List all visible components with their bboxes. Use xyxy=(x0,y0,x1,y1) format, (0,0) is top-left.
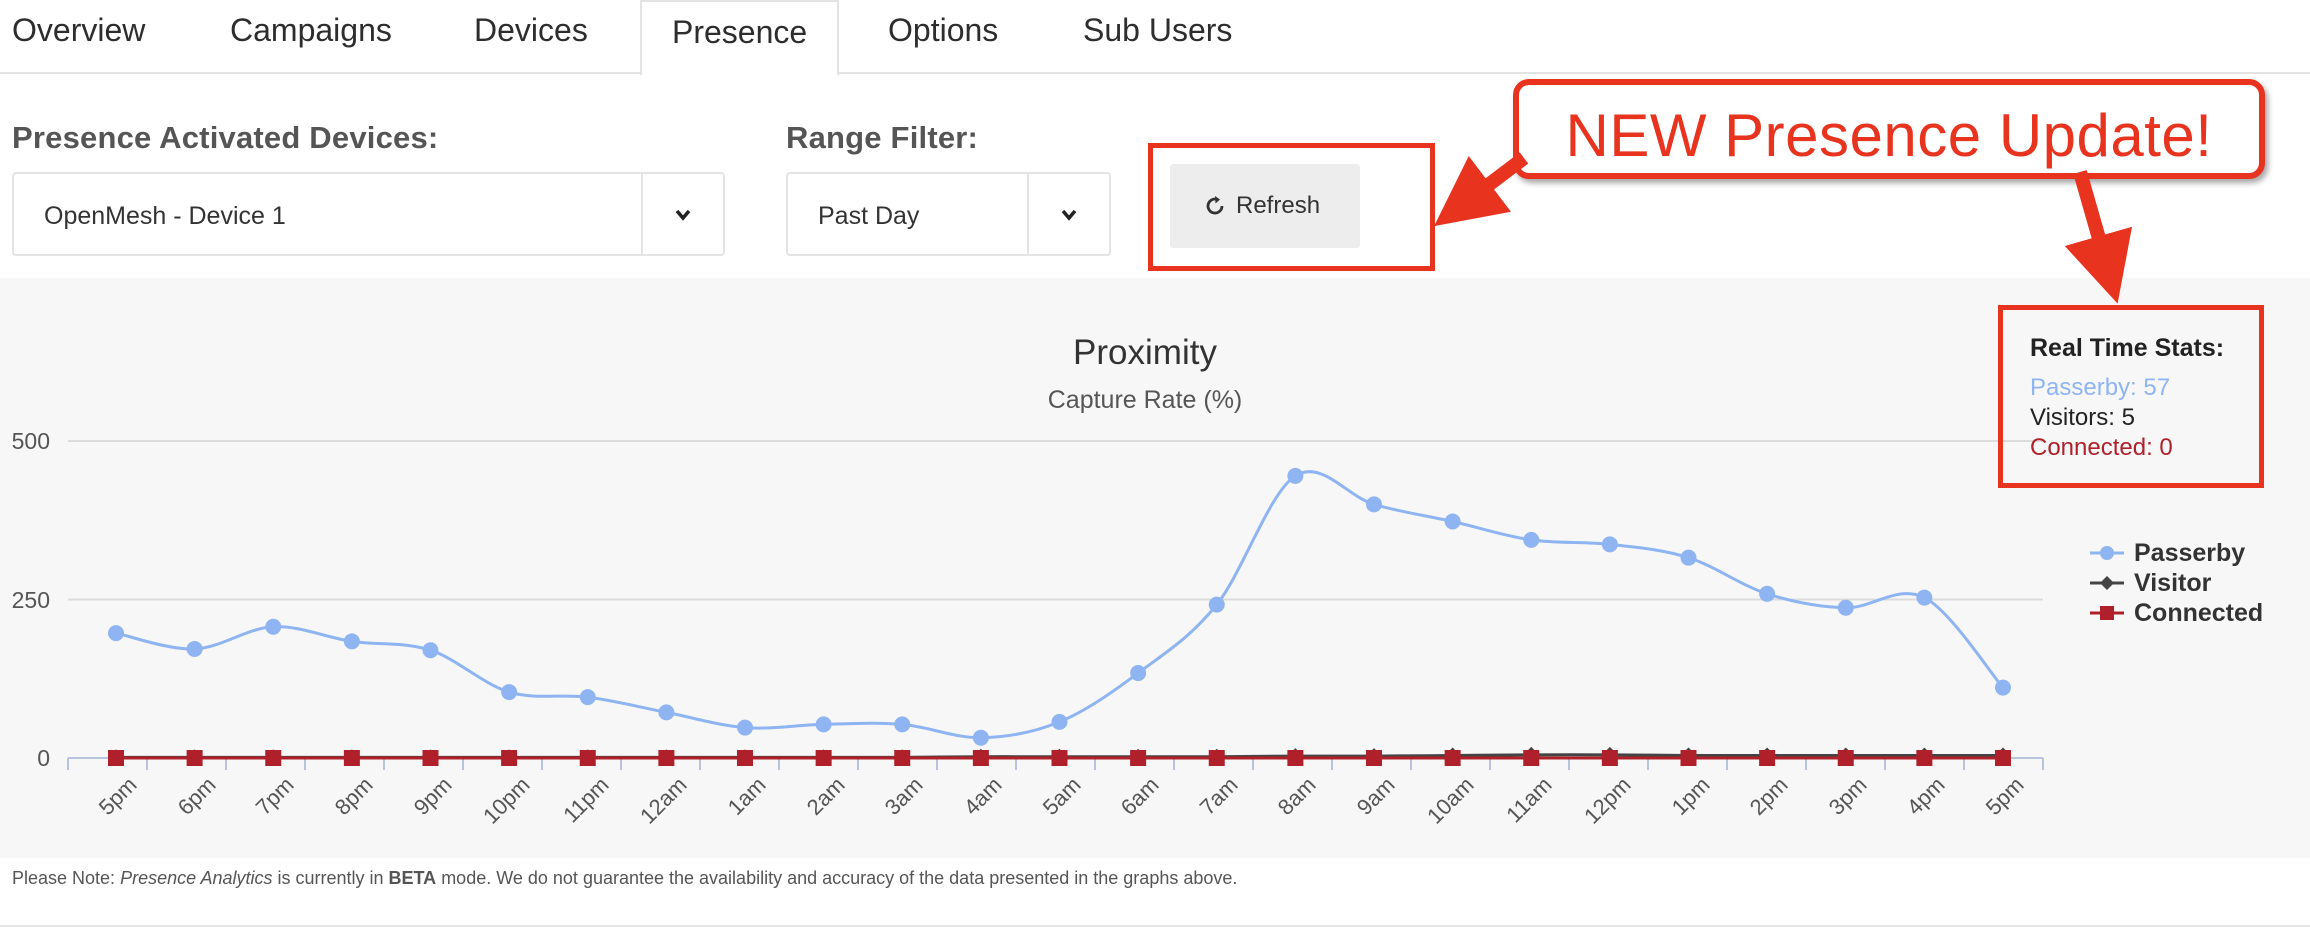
tab-bar: Overview Campaigns Devices Presence Opti… xyxy=(0,0,2310,76)
note-beta: BETA xyxy=(388,868,437,888)
annotation-highlight-refresh xyxy=(1148,143,1435,271)
y-tick-label: 0 xyxy=(37,745,50,771)
chart-legend: Passerby Visitor Connected xyxy=(2090,538,2263,628)
legend-label: Visitor xyxy=(2134,569,2212,597)
device-select[interactable]: OpenMesh - Device 1 xyxy=(12,172,725,256)
stats-title: Real Time Stats: xyxy=(2030,334,2225,362)
tab-overview[interactable]: Overview xyxy=(12,12,146,48)
stats-connected: Connected: 0 xyxy=(2030,434,2173,461)
range-select-toggle[interactable] xyxy=(1027,174,1109,254)
devices-label: Presence Activated Devices: xyxy=(12,120,439,155)
range-select[interactable]: Past Day xyxy=(786,172,1111,256)
arrow-to-stats xyxy=(2064,170,2133,304)
diamond-marker-icon xyxy=(2090,576,2124,590)
range-label: Range Filter: xyxy=(786,120,979,155)
tab-options[interactable]: Options xyxy=(888,12,999,48)
range-select-value: Past Day xyxy=(818,202,920,230)
note-prefix: Please Note: xyxy=(12,868,121,888)
chart-title: Proximity xyxy=(1073,333,1217,372)
legend-item-passerby[interactable]: Passerby xyxy=(2090,538,2263,568)
square-marker-icon xyxy=(2090,606,2124,620)
tab-presence[interactable]: Presence xyxy=(640,0,840,76)
tab-devices[interactable]: Devices xyxy=(474,12,588,48)
legend-label: Passerby xyxy=(2134,539,2246,567)
annotation-callout-text: NEW Presence Update! xyxy=(1565,102,2213,169)
note-product: Presence Analytics xyxy=(120,868,273,888)
stats-visitors: Visitors: 5 xyxy=(2030,404,2135,431)
chevron-down-icon xyxy=(675,209,691,221)
y-tick-label: 500 xyxy=(11,428,50,454)
refresh-icon xyxy=(1206,196,1224,215)
divider xyxy=(0,925,2310,927)
tab-sub-users[interactable]: Sub Users xyxy=(1083,12,1233,48)
legend-item-visitor[interactable]: Visitor xyxy=(2090,568,2263,598)
note-middle: is currently in xyxy=(272,868,389,888)
y-tick-label: 250 xyxy=(11,587,50,613)
chart-subtitle: Capture Rate (%) xyxy=(1047,386,1243,414)
annotation-highlight-stats xyxy=(1998,305,2264,488)
legend-label: Connected xyxy=(2134,599,2264,627)
tab-campaigns[interactable]: Campaigns xyxy=(230,12,392,48)
beta-note: Please Note: Presence Analytics is curre… xyxy=(12,868,1237,889)
circle-marker-icon xyxy=(2090,546,2124,560)
device-select-value: OpenMesh - Device 1 xyxy=(44,202,286,230)
real-time-stats: Real Time Stats: Passerby: 57 Visitors: … xyxy=(2030,333,2224,463)
stats-passerby: Passerby: 57 xyxy=(2030,374,2171,401)
device-select-toggle[interactable] xyxy=(641,174,723,254)
legend-item-connected[interactable]: Connected xyxy=(2090,598,2263,628)
annotation-callout: NEW Presence Update! xyxy=(1513,79,2265,179)
note-suffix: mode. We do not guarantee the availabili… xyxy=(436,868,1238,888)
chevron-down-icon xyxy=(1061,209,1077,221)
